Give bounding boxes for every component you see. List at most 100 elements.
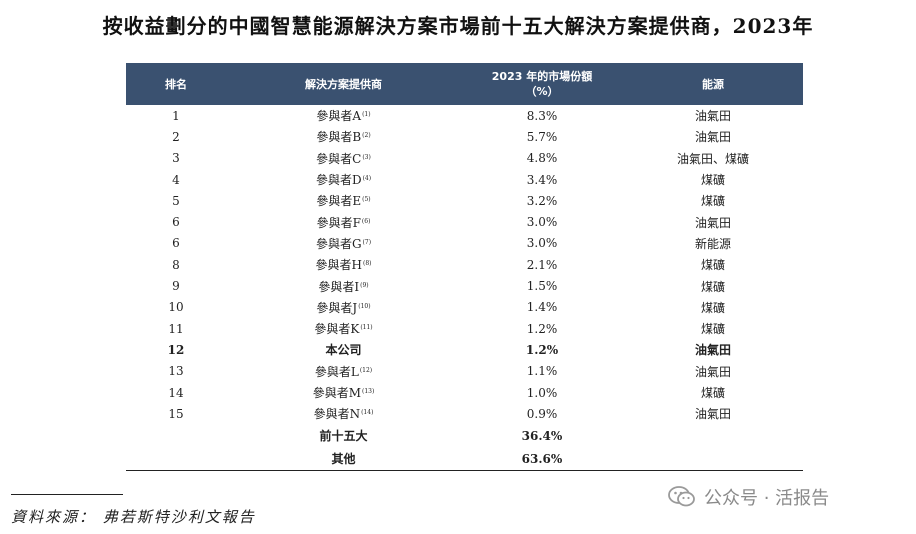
- cell-share: 1.2%: [525, 342, 559, 357]
- provider-name: 參與者E: [316, 194, 362, 209]
- cell-share: 8.3%: [526, 108, 558, 123]
- cell-provider: 參與者K(11): [226, 318, 461, 339]
- table-row: 11 參與者K(11) 1.2% 煤礦: [126, 318, 803, 339]
- cell-share: 3.0%: [526, 236, 558, 251]
- cell-rank: 10: [168, 300, 184, 315]
- cell-total-share: 36.4%: [521, 428, 563, 443]
- table-row: 9 參與者I(9) 1.5% 煤礦: [126, 275, 803, 296]
- cell-share: 1.2%: [526, 321, 558, 336]
- cell-rank: 11: [168, 321, 184, 336]
- cell-provider: 參與者F(6): [226, 211, 461, 232]
- cell-rank: 13: [168, 364, 184, 379]
- cell-share: 3.0%: [526, 215, 558, 230]
- provider-name: 參與者B: [316, 130, 362, 145]
- cell-rank: 8: [172, 257, 180, 272]
- market-share-table: 排名 解決方案提供商 2023 年的市場份額 （%） 能源 1 參與者A(1) 8.…: [126, 63, 803, 472]
- footnote-marker: (7): [362, 238, 372, 246]
- source-divider: [11, 494, 123, 495]
- footnote-marker: (10): [358, 302, 371, 310]
- table-row: 1 參與者A(1) 8.3% 油氣田: [126, 105, 803, 126]
- cell-provider: 參與者H(8): [226, 254, 461, 275]
- cell-rank: 3: [172, 151, 180, 166]
- cell-empty: [126, 424, 226, 447]
- footnote-marker: (12): [359, 366, 373, 374]
- footnote-marker: (8): [362, 260, 372, 268]
- cell-energy: 新能源: [694, 236, 731, 251]
- cell-energy: 油氣田: [694, 407, 731, 422]
- cell-energy: 油氣田: [694, 343, 731, 358]
- cell-rank: 5: [172, 193, 180, 208]
- cell-energy: 煤礦: [700, 258, 725, 273]
- cell-provider: 參與者E(5): [226, 190, 461, 211]
- cell-rank: 14: [168, 385, 184, 400]
- cell-energy: 煤礦: [700, 386, 725, 400]
- cell-provider: 參與者L(12): [226, 361, 461, 382]
- cell-provider: 參與者M(13): [226, 382, 461, 403]
- cell-rank: 4: [172, 172, 180, 187]
- cell-provider: 參與者G(7): [226, 233, 461, 254]
- table-row: 3 參與者C(3) 4.8% 油氣田、煤礦: [126, 148, 803, 169]
- footnote-marker: (13): [361, 388, 375, 395]
- cell-rank: 2: [172, 129, 180, 144]
- table-header-row: 排名 解決方案提供商 2023 年的市場份額 （%） 能源: [126, 63, 803, 105]
- provider-name: 參與者I: [318, 279, 360, 294]
- watermark: 公众号 · 活报告: [668, 484, 829, 510]
- cell-energy: 油氣田、煤礦: [676, 151, 749, 166]
- header-provider: 解決方案提供商: [305, 77, 382, 91]
- cell-share: 1.1%: [526, 364, 558, 379]
- cell-share: 1.4%: [526, 300, 558, 315]
- cell-energy: 油氣田: [694, 215, 731, 230]
- footnote-marker: (6): [361, 217, 371, 225]
- table-row: 4 參與者D(4) 3.4% 煤礦: [126, 169, 803, 190]
- footnote-marker: (3): [362, 153, 371, 161]
- header-market-share-line2: （%）: [525, 85, 559, 98]
- provider-name: 參與者M: [312, 386, 361, 400]
- cell-empty: [623, 424, 803, 447]
- cell-energy: 油氣田: [694, 109, 731, 124]
- table-row: 8 參與者H(8) 2.1% 煤礦: [126, 254, 803, 275]
- cell-share: 0.9%: [526, 406, 558, 421]
- provider-name: 參與者F: [316, 215, 361, 230]
- market-share-table-container: 排名 解決方案提供商 2023 年的市場份額 （%） 能源 1 參與者A(1) 8.…: [126, 63, 803, 472]
- table-body: 1 參與者A(1) 8.3% 油氣田 2 參與者B(2) 5.7% 油氣田 3 參與者C(3) 4.…: [126, 105, 803, 472]
- cell-energy: 煤礦: [700, 194, 725, 209]
- provider-name: 參與者C: [316, 151, 362, 166]
- cell-rank: 12: [167, 342, 185, 357]
- provider-name: 參與者H: [315, 258, 362, 273]
- page-title: 按收益劃分的中國智慧能源解決方案市場前十五大解決方案提供商，2023年: [102, 14, 814, 38]
- cell-energy: 煤礦: [700, 300, 725, 315]
- source-note: 資料來源： 弗若斯特沙利文報告: [11, 508, 256, 526]
- cell-provider: 參與者J(10): [226, 297, 461, 318]
- footnote-marker: (4): [362, 175, 372, 183]
- cell-provider: 參與者B(2): [226, 126, 461, 147]
- table-row: 14 參與者M(13) 1.0% 煤礦: [126, 382, 803, 403]
- table-row: 6 參與者G(7) 3.0% 新能源: [126, 233, 803, 254]
- footnote-marker: (11): [360, 324, 373, 332]
- header-market-share-line1: 2023 年的市場份額: [491, 70, 593, 83]
- cell-energy: 煤礦: [700, 322, 725, 337]
- cell-total-share: 63.6%: [461, 447, 623, 472]
- footnote-marker: (5): [362, 196, 371, 204]
- cell-share: 3.4%: [526, 172, 558, 187]
- cell-share: 1.0%: [526, 385, 558, 400]
- cell-share: 1.5%: [526, 279, 558, 294]
- provider-name: 參與者A: [316, 109, 362, 124]
- provider-name: 參與者D: [315, 173, 362, 188]
- total-row: 前十五大 36.4%: [126, 424, 803, 447]
- footnote-marker: (2): [362, 132, 371, 140]
- cell-share: 5.7%: [526, 129, 558, 144]
- provider-name: 參與者N: [313, 407, 361, 422]
- table-row: 2 參與者B(2) 5.7% 油氣田: [126, 126, 803, 147]
- cell-energy: 煤礦: [700, 173, 725, 188]
- provider-name: 本公司: [325, 343, 362, 358]
- wechat-icon: [668, 486, 695, 507]
- table-row: 6 參與者F(6) 3.0% 油氣田: [126, 211, 803, 232]
- footnote-marker: (1): [362, 111, 371, 119]
- footnote-marker: (14): [361, 409, 374, 417]
- provider-name: 參與者K: [314, 322, 360, 337]
- table-row: 13 參與者L(12) 1.1% 油氣田: [126, 361, 803, 382]
- cell-share: 2.1%: [526, 257, 558, 272]
- cell-provider: 本公司: [226, 339, 461, 360]
- provider-name: 參與者G: [315, 236, 362, 251]
- cell-rank: 15: [168, 406, 184, 421]
